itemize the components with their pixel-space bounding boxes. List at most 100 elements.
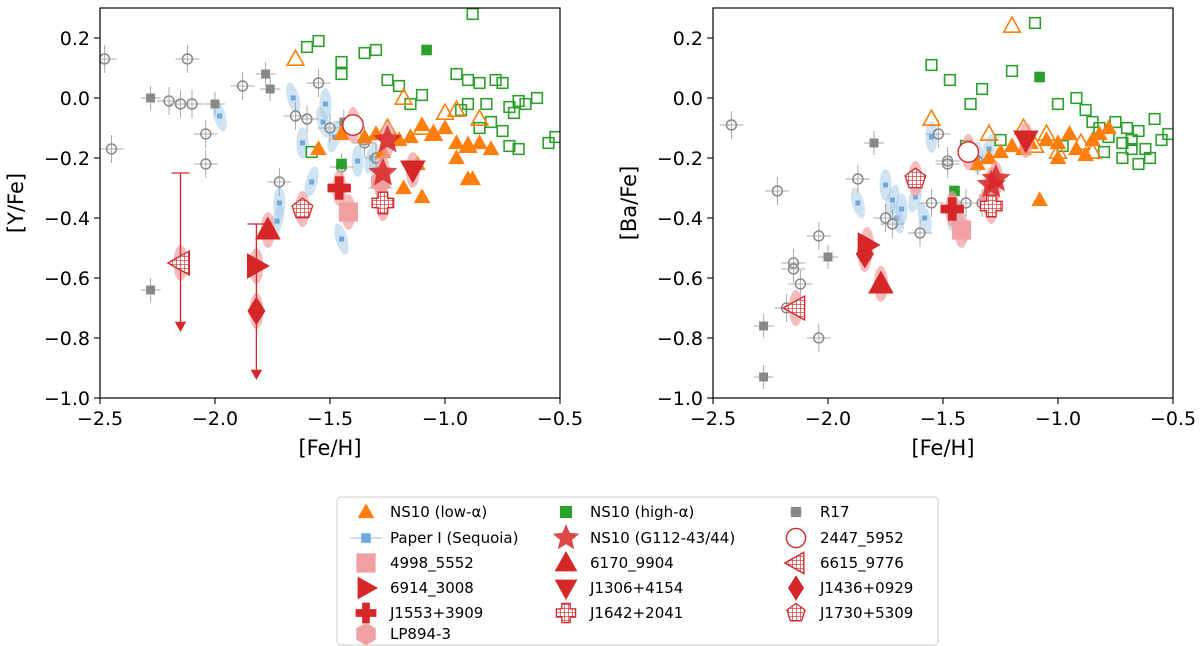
r17-open-point <box>813 230 825 242</box>
r17-open-point <box>163 95 175 107</box>
r17-point <box>261 69 271 79</box>
highlight-4998_5552 <box>951 220 971 240</box>
x-axis-label: [Fe/H] <box>298 436 361 460</box>
r17-open-point <box>725 119 738 131</box>
ns10-high-open-point <box>466 8 479 21</box>
ns10-high-open-point <box>964 97 977 111</box>
ns10-high-open-point <box>489 73 502 87</box>
x-tick-label: −0.5 <box>537 408 583 430</box>
red-plus-icon <box>355 602 377 624</box>
r17-open-point <box>787 263 800 275</box>
paper1-point <box>899 206 905 212</box>
highlight-6615_9776 <box>166 249 191 277</box>
legend-label: J1730+5309 <box>819 604 913 622</box>
ns10-high-open-point <box>461 73 475 87</box>
ns10-high-point <box>421 44 432 56</box>
legend-label: 2447_5952 <box>820 529 904 548</box>
highlight-6170_9904 <box>255 216 281 240</box>
ns10-high-point <box>1034 71 1045 83</box>
ns10-high-open-point <box>415 88 429 102</box>
highlight-NS10 (G112-43/44) <box>981 163 1011 192</box>
ns10-high-open-point <box>530 91 544 105</box>
ns10-high-open-point <box>519 97 532 111</box>
ns10-low-point <box>1038 131 1055 147</box>
paper1-point <box>320 119 326 125</box>
ns10-low-point <box>395 179 412 195</box>
y-tick-label: 0.2 <box>673 28 703 50</box>
paper1-point <box>217 113 223 119</box>
r17-open-point <box>879 212 892 224</box>
highlight-J1436+0929 <box>855 239 874 269</box>
ns10-low-point <box>992 143 1009 159</box>
ns10-high-open-point <box>1070 91 1083 105</box>
ns10-high-open-point <box>1132 157 1145 171</box>
x-tick-label: −1.5 <box>920 408 966 430</box>
ns10-low-point <box>413 188 431 204</box>
x-tick-label: −2.0 <box>805 408 851 430</box>
ns10-high-open-point <box>512 94 525 108</box>
ns10-high-open-point <box>473 76 486 90</box>
ns10-low-point <box>1100 119 1117 135</box>
legend: NS10 (low-α) NS10 (high-α) R17 Paper I (Seq… <box>336 496 939 646</box>
legend-label: J1553+3909 <box>389 604 483 622</box>
ns10-high-open-point <box>1079 103 1092 117</box>
x-tick-label: −2.5 <box>77 408 123 430</box>
highlight-J1642+2041 <box>979 194 1003 218</box>
legend-label: 4998_5552 <box>390 554 474 573</box>
pink-square-icon <box>356 553 376 573</box>
ns10-low-point <box>1003 137 1021 153</box>
open-circle-icon <box>785 527 807 549</box>
ns10-high-open-point <box>507 106 521 120</box>
r17-point <box>265 84 275 94</box>
ns10-low-point <box>471 134 488 150</box>
ns10-high-open-point <box>975 82 989 96</box>
ns10-low-point <box>333 125 350 141</box>
highlight-6914_3008 <box>246 253 270 279</box>
highlight-J1306+4154 <box>1012 130 1039 154</box>
ns10-low-point <box>448 149 465 165</box>
r17-open-point <box>932 128 945 140</box>
paper1-point <box>355 158 361 164</box>
paper1-point <box>986 146 992 152</box>
y-tick-label: −0.4 <box>657 208 703 230</box>
ns10-low-point <box>448 134 465 150</box>
highlight-NS10 (G112-43/44) <box>372 124 403 153</box>
ns10-high-open-point <box>1148 112 1161 126</box>
paper1-point <box>309 179 315 185</box>
ns10-high-open-point <box>381 73 394 87</box>
legend-label: 6170_9904 <box>590 554 674 573</box>
ns10-low-open-point <box>469 108 490 126</box>
ns10-high-open-point <box>1116 151 1129 165</box>
x-tick-label: −2.5 <box>690 408 736 430</box>
highlight-J1553+3909 <box>327 176 351 200</box>
y-tick-label: −0.8 <box>44 328 90 350</box>
ns10-low-point <box>1049 149 1067 165</box>
r17-open-point <box>181 53 194 65</box>
paper1-point <box>855 200 861 206</box>
y-tick-label: 0.2 <box>60 28 90 50</box>
legend-label: 6914_3008 <box>390 579 474 598</box>
r17-open-point <box>813 332 825 344</box>
orange-triangle-icon <box>357 503 375 519</box>
ns10-low-open-point <box>435 102 455 120</box>
paper1-point <box>276 200 282 206</box>
y-tick-label: −0.2 <box>44 148 90 170</box>
r17-open-point <box>312 77 325 89</box>
ns10-high-open-point <box>1109 115 1122 129</box>
paper1-point <box>290 95 296 101</box>
ns10-high-open-point <box>1125 142 1138 156</box>
paper1-point <box>322 101 328 107</box>
paper1-point <box>299 140 305 146</box>
yfe-panel: −2.5 −2.0 −1.5 −1.0 −0.5 −1.0 −0.8 −0.6 −0.4 −0.2… <box>4 7 583 460</box>
legend-label: LP894-3 <box>390 625 451 643</box>
red-triangle-down-icon <box>554 579 578 600</box>
ns10-low-point <box>425 125 442 141</box>
x-tick-label: −0.5 <box>1150 408 1196 430</box>
y-tick-label: −0.8 <box>657 328 703 350</box>
ns10-high-open-point <box>480 97 493 111</box>
y-tick-label: 0.0 <box>60 88 90 110</box>
plot-area <box>719 15 1173 389</box>
paper1-point <box>889 197 895 203</box>
ns10-high-open-point <box>450 67 463 81</box>
